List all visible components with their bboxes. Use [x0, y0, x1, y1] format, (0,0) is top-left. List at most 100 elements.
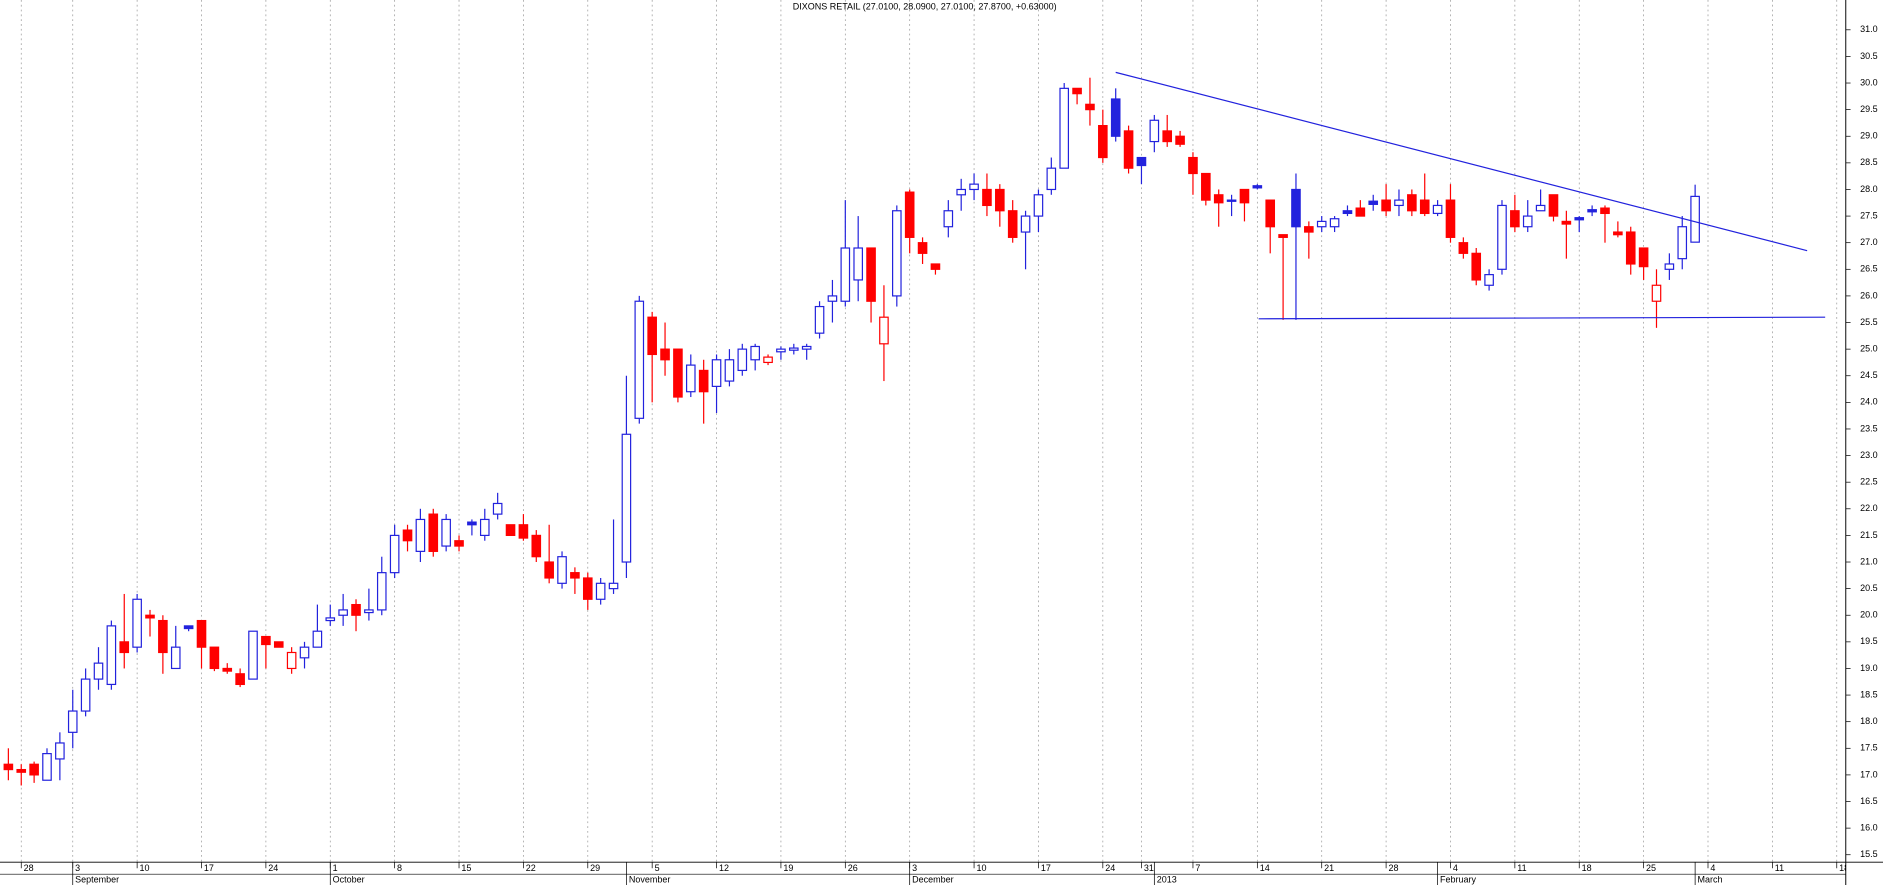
y-tick-label: 23.0: [1860, 450, 1878, 460]
candle-body: [750, 345, 760, 361]
y-tick-label: 27.5: [1860, 210, 1878, 220]
y-tick-label: 20.0: [1860, 610, 1878, 620]
plot-area: [3, 71, 1826, 786]
candle-body: [866, 247, 876, 302]
candle-body: [1252, 185, 1263, 189]
x-tick-label: 17: [204, 863, 214, 873]
candle-body: [261, 635, 271, 646]
candle-body: [505, 524, 516, 537]
candle-body: [1046, 167, 1057, 191]
y-tick-label: 24.0: [1860, 397, 1878, 407]
candle-body: [1368, 200, 1379, 205]
candle-body: [1059, 87, 1070, 169]
y-tick-label: 29.0: [1860, 131, 1878, 141]
candle-body: [904, 191, 915, 238]
y-tick-label: 15.5: [1860, 849, 1878, 859]
candle-body: [145, 614, 155, 619]
candle-body: [518, 524, 529, 539]
candle-body: [1007, 210, 1018, 238]
candle-body: [402, 529, 413, 542]
candle-body: [1213, 194, 1224, 204]
x-tick-label: 21: [1324, 863, 1334, 873]
candle-body: [1574, 217, 1585, 221]
y-tick-label: 21.5: [1860, 530, 1878, 540]
candle-body: [995, 188, 1005, 212]
y-tick-label: 27.0: [1860, 237, 1878, 247]
candle-body: [1175, 135, 1185, 145]
candle-body: [248, 630, 258, 680]
candle-body: [685, 364, 696, 393]
x-tick-label: 18: [1839, 863, 1849, 873]
candle-body: [1600, 207, 1610, 215]
chart-title: DIXONS RETAIL (27.0100, 28.0900, 27.0100…: [793, 2, 1057, 12]
y-tick-label: 20.5: [1860, 583, 1878, 593]
candle-body: [29, 763, 39, 776]
candle-body: [158, 619, 168, 654]
y-tick-label: 19.0: [1860, 663, 1878, 673]
candle-body: [325, 617, 336, 622]
candle-body: [55, 742, 65, 760]
month-label: September: [75, 875, 119, 885]
candle-body: [1548, 194, 1559, 217]
candle-body: [42, 753, 52, 781]
candle-body: [1432, 204, 1443, 215]
x-tick-label: 25: [1646, 863, 1656, 873]
x-tick-label: 7: [1195, 863, 1200, 873]
candle-body: [570, 572, 580, 579]
candle-body: [209, 646, 220, 670]
candle-body: [351, 603, 361, 616]
candle-body: [1394, 199, 1404, 207]
candle-body: [132, 598, 142, 648]
candle-body: [1149, 119, 1160, 143]
candle-body: [789, 347, 799, 351]
candle-body: [1471, 252, 1482, 281]
x-axis: 28 3 10 17 24 1 8 15 22 29 5 12 19 26 3 10 17 24 31 7 14 21 28…: [20, 862, 1849, 885]
candle-body: [16, 768, 27, 773]
x-tick-label: 18: [1582, 863, 1592, 873]
month-label: 2013: [1157, 875, 1177, 885]
candle-body: [1587, 209, 1597, 213]
candle-body: [930, 263, 941, 270]
candle-body: [1136, 156, 1147, 167]
x-tick-label: 28: [1389, 863, 1399, 873]
candle-body: [235, 673, 245, 686]
candle-body: [840, 247, 851, 302]
y-tick-label: 28.5: [1860, 157, 1878, 167]
candle-body: [364, 609, 374, 614]
candle-body: [441, 518, 451, 547]
y-tick-label: 21.0: [1860, 556, 1878, 566]
y-tick-label: 17.0: [1860, 769, 1878, 779]
y-tick-label: 30.0: [1860, 77, 1878, 87]
x-tick-label: 15: [461, 863, 471, 873]
candle-body: [1677, 226, 1688, 260]
candle-body: [454, 540, 464, 547]
candle-body: [956, 188, 966, 196]
x-tick-label: 17: [1041, 863, 1051, 873]
candle-body: [170, 646, 181, 670]
candle-body: [711, 359, 722, 387]
candle-body: [467, 521, 477, 526]
candle-body: [582, 577, 593, 600]
candle-body: [67, 710, 78, 733]
candle-body: [1625, 231, 1636, 265]
y-tick-label: 24.5: [1860, 370, 1878, 380]
candle-body: [106, 625, 117, 686]
candle-body: [376, 572, 387, 611]
x-tick-label: 11: [1517, 863, 1526, 873]
candle-body: [531, 534, 542, 558]
candle-body: [698, 369, 709, 393]
candle-body: [1239, 188, 1250, 204]
candle-body: [892, 210, 902, 297]
candle-body: [1085, 103, 1095, 111]
candle-body: [1304, 226, 1314, 233]
candle-body: [969, 183, 979, 191]
candle-body: [1638, 247, 1649, 268]
candle-body: [1651, 284, 1662, 302]
candle-body: [428, 513, 439, 552]
candle-body: [1561, 220, 1572, 225]
candle-body: [1033, 194, 1044, 217]
candle-body: [3, 763, 14, 771]
candle-body: [1497, 204, 1507, 270]
month-label: November: [629, 875, 671, 885]
